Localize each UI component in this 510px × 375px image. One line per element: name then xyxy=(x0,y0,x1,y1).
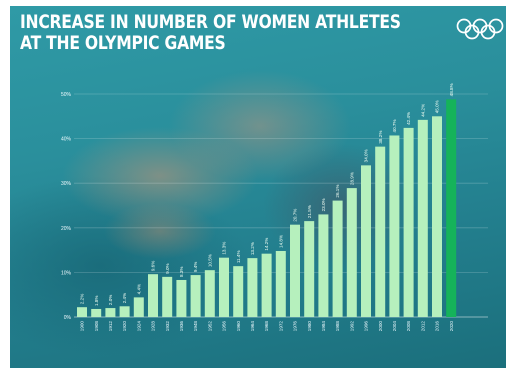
bar-value-label: 1.8% xyxy=(94,295,99,305)
bar-value-label: 8.3% xyxy=(179,266,184,276)
x-tick-label: 1932 xyxy=(165,321,170,332)
bar-value-label: 26.1% xyxy=(335,185,340,198)
bar xyxy=(162,276,173,317)
bar xyxy=(346,188,357,317)
x-tick-label: 1924 xyxy=(136,321,141,332)
chart-title-line-1: INCREASE IN NUMBER OF WOMEN ATHLETES xyxy=(20,11,401,33)
y-tick-label: 50% xyxy=(61,92,72,98)
chart-title: INCREASE IN NUMBER OF WOMEN ATHLETES AT … xyxy=(20,11,401,54)
bar-value-label: 23.0% xyxy=(321,198,326,211)
x-tick-label: 1936 xyxy=(179,321,184,332)
bar-value-label: 42.4% xyxy=(406,112,411,125)
bar-value-label: 13.2% xyxy=(250,242,255,255)
x-tick-label: 1900 xyxy=(80,321,85,332)
bar-value-label: 13.3% xyxy=(222,242,227,255)
y-tick-label: 10% xyxy=(61,270,72,276)
chart-panel: INCREASE IN NUMBER OF WOMEN ATHLETES AT … xyxy=(10,6,506,368)
bar-value-label: 11.4% xyxy=(236,250,241,263)
bar-value-label: 4.4% xyxy=(136,284,141,294)
x-tick-label: 2020 xyxy=(449,321,454,332)
bar-value-label: 9.4% xyxy=(193,262,198,272)
bar xyxy=(219,257,229,317)
bar-value-label: 34.0% xyxy=(364,149,369,162)
bar xyxy=(204,270,215,317)
bar xyxy=(91,308,102,317)
bar xyxy=(261,253,272,317)
y-tick-label: 0% xyxy=(64,315,72,321)
bar-value-label: 14.2% xyxy=(264,238,269,251)
x-tick-label: 1920 xyxy=(122,321,127,332)
bar xyxy=(318,214,329,317)
bar-value-label: 14.8% xyxy=(278,235,283,248)
bar xyxy=(304,221,315,317)
x-tick-label: 1992 xyxy=(349,321,354,332)
bar-value-label: 2.2% xyxy=(80,294,85,304)
bar-value-label: 21.5% xyxy=(307,205,312,218)
bar-value-label: 44.2% xyxy=(420,104,425,117)
bar xyxy=(290,224,300,317)
bar xyxy=(275,250,286,317)
bar xyxy=(446,99,457,318)
bar xyxy=(432,116,442,317)
bar-value-label: 28.9% xyxy=(349,172,354,185)
bar-value-label: 45.0% xyxy=(435,100,440,113)
bar-value-label: 9.0% xyxy=(165,263,170,273)
x-tick-label: 1948 xyxy=(193,321,198,332)
x-tick-label: 2012 xyxy=(420,321,425,332)
x-tick-label: 1988 xyxy=(335,321,340,332)
x-tick-label: 2004 xyxy=(392,321,397,332)
bar xyxy=(375,146,386,317)
x-tick-label: 1972 xyxy=(278,321,283,332)
bar xyxy=(403,127,414,318)
x-tick-label: 1908 xyxy=(94,321,99,332)
bar-value-label: 9.6% xyxy=(151,261,156,271)
x-tick-label: 2008 xyxy=(406,321,411,332)
x-tick-label: 1960 xyxy=(236,321,241,332)
bar xyxy=(190,275,201,317)
x-tick-label: 1968 xyxy=(264,321,269,332)
x-tick-label: 1912 xyxy=(108,321,113,332)
bar xyxy=(417,119,428,317)
chart-title-line-2: AT THE OLYMPIC GAMES xyxy=(20,32,226,54)
bar xyxy=(233,266,244,317)
bar xyxy=(119,306,130,317)
x-tick-label: 1980 xyxy=(307,321,312,332)
x-tick-label: 1952 xyxy=(207,321,212,332)
x-tick-label: 1964 xyxy=(250,321,255,332)
bar xyxy=(247,258,258,317)
bar-value-label: 2.4% xyxy=(122,293,127,303)
x-tick-label: 1928 xyxy=(151,321,156,332)
bar-value-label: 2.0% xyxy=(108,295,113,305)
bar-value-label: 20.7% xyxy=(293,209,298,222)
bar xyxy=(133,297,144,317)
olympic-rings-icon xyxy=(456,18,504,40)
bar-value-label: 40.7% xyxy=(392,119,397,132)
y-tick-label: 30% xyxy=(61,181,72,187)
bar xyxy=(361,165,371,317)
bar-value-label: 38.2% xyxy=(378,131,383,144)
x-tick-label: 2000 xyxy=(378,321,383,332)
bar-value-label: 48.8% xyxy=(449,83,454,96)
bar xyxy=(77,307,87,317)
bar-chart: 0% 10% 20% 30% 40% 50% 2.2% 1900 1.8% 1908 2.0% 191… xyxy=(61,83,488,332)
y-tick-label: 20% xyxy=(61,226,72,232)
bar xyxy=(105,308,116,317)
x-tick-label: 1976 xyxy=(293,321,298,332)
y-tick-label: 40% xyxy=(61,137,72,143)
bar xyxy=(148,274,158,317)
x-tick-label: 2016 xyxy=(435,321,440,332)
bar xyxy=(332,200,343,317)
x-tick-label: 1956 xyxy=(222,321,227,332)
x-tick-label: 1984 xyxy=(321,321,326,332)
bar xyxy=(389,135,400,317)
bar xyxy=(176,279,187,317)
x-tick-label: 1996 xyxy=(364,321,369,332)
bar-value-label: 10.5% xyxy=(207,254,212,267)
